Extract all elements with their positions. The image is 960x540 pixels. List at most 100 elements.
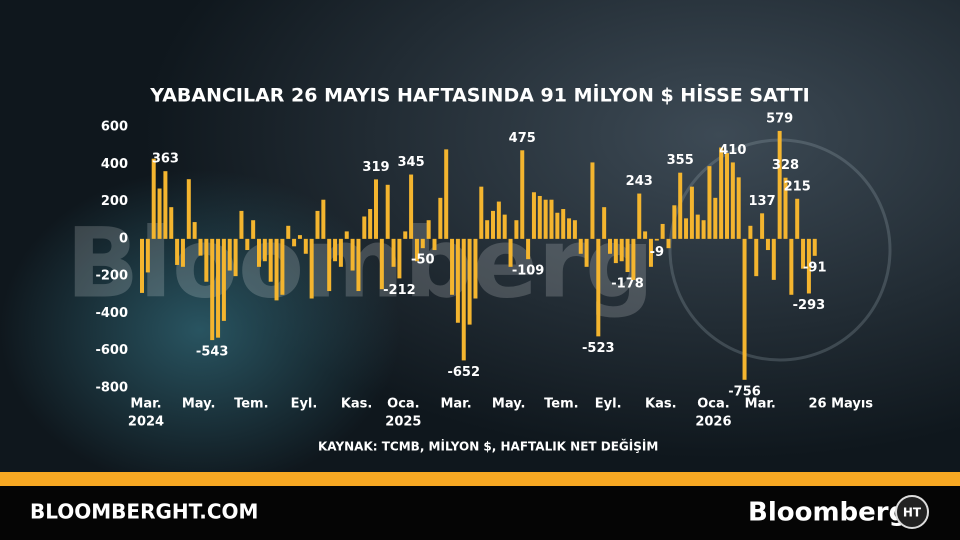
value-label: 410 <box>719 143 746 158</box>
bar <box>531 192 536 239</box>
bar <box>145 238 150 273</box>
bar <box>672 205 677 239</box>
x-tick-label: Mar. <box>440 397 471 412</box>
bar <box>508 238 513 267</box>
bar <box>666 238 671 249</box>
bar <box>297 235 302 239</box>
bar <box>806 238 811 294</box>
bar <box>403 231 408 239</box>
bar <box>467 238 472 325</box>
value-label: 475 <box>509 131 536 146</box>
value-label: 355 <box>667 153 694 168</box>
bar <box>303 238 308 254</box>
bar <box>660 223 665 239</box>
bar <box>765 238 770 251</box>
bar <box>350 238 355 271</box>
y-tick-label: -400 <box>95 306 128 321</box>
bar <box>526 238 531 260</box>
bar <box>719 147 724 239</box>
bar <box>496 201 501 239</box>
bar <box>783 177 788 239</box>
bar <box>590 162 595 239</box>
bar <box>795 198 800 239</box>
x-year-label: 2025 <box>385 415 421 430</box>
bar <box>748 225 753 239</box>
bar <box>397 238 402 279</box>
bar <box>613 238 618 264</box>
source-note: KAYNAK: TCMB, MİLYON $, HAFTALIK NET DEĞ… <box>318 439 658 454</box>
bar <box>713 197 718 239</box>
value-label: 215 <box>784 179 811 194</box>
value-label: -9 <box>650 245 664 260</box>
bar <box>707 166 712 239</box>
value-label: 319 <box>362 160 389 175</box>
bar <box>643 231 648 239</box>
bar <box>537 195 542 239</box>
x-tick-label: Kas. <box>645 397 677 412</box>
bar <box>479 186 484 239</box>
bar <box>374 179 378 239</box>
bar <box>192 222 197 239</box>
bar <box>461 238 466 361</box>
bar <box>608 238 612 254</box>
bar <box>292 238 297 247</box>
bar <box>274 238 279 301</box>
bar <box>333 238 338 262</box>
bar <box>485 220 490 239</box>
value-label: -652 <box>447 365 480 380</box>
y-tick-label: 400 <box>101 157 128 172</box>
bar <box>280 238 285 295</box>
value-label: 363 <box>152 152 179 167</box>
bar <box>245 238 250 251</box>
bar <box>216 238 221 338</box>
bar <box>567 218 572 239</box>
bar <box>239 210 244 239</box>
bar <box>204 238 209 282</box>
value-label: -212 <box>383 283 416 298</box>
footer-logo-text: HT <box>903 506 922 520</box>
bar <box>163 171 168 239</box>
x-year-label: 2026 <box>695 415 731 430</box>
y-tick-label: -800 <box>95 381 128 396</box>
bar <box>414 238 419 262</box>
bar <box>315 210 320 239</box>
bar <box>344 231 349 239</box>
bar <box>286 225 291 239</box>
bar <box>268 238 273 282</box>
bar <box>175 238 180 265</box>
bar <box>379 238 384 290</box>
bar <box>578 238 583 254</box>
y-tick-label: 0 <box>119 231 128 246</box>
footer-logo <box>895 495 929 529</box>
value-label: -543 <box>196 345 229 360</box>
value-label: -91 <box>803 260 827 275</box>
bar <box>327 238 332 292</box>
bar <box>648 238 653 267</box>
bar <box>426 220 431 239</box>
bar <box>619 238 624 262</box>
value-label: -293 <box>793 298 826 313</box>
bar <box>444 149 449 239</box>
footer-brand: Bloomberg <box>748 498 907 528</box>
value-label: 137 <box>749 194 776 209</box>
bar <box>678 172 683 239</box>
bar <box>777 130 782 239</box>
bar <box>473 238 478 299</box>
bar <box>520 150 525 239</box>
background-glow <box>0 170 400 490</box>
value-label: 579 <box>766 111 793 126</box>
bar <box>584 238 589 267</box>
bar <box>596 238 601 337</box>
bar <box>602 207 607 239</box>
bar <box>695 214 700 239</box>
bar <box>210 238 215 341</box>
x-tick-label: Mar. <box>745 397 776 412</box>
x-tick-label: 26 Mayıs <box>808 397 873 412</box>
bar <box>432 238 437 251</box>
bar <box>725 153 729 239</box>
bar <box>654 238 659 241</box>
bar <box>409 174 414 239</box>
bar <box>362 216 367 239</box>
bar <box>391 238 396 267</box>
bar <box>491 210 495 239</box>
